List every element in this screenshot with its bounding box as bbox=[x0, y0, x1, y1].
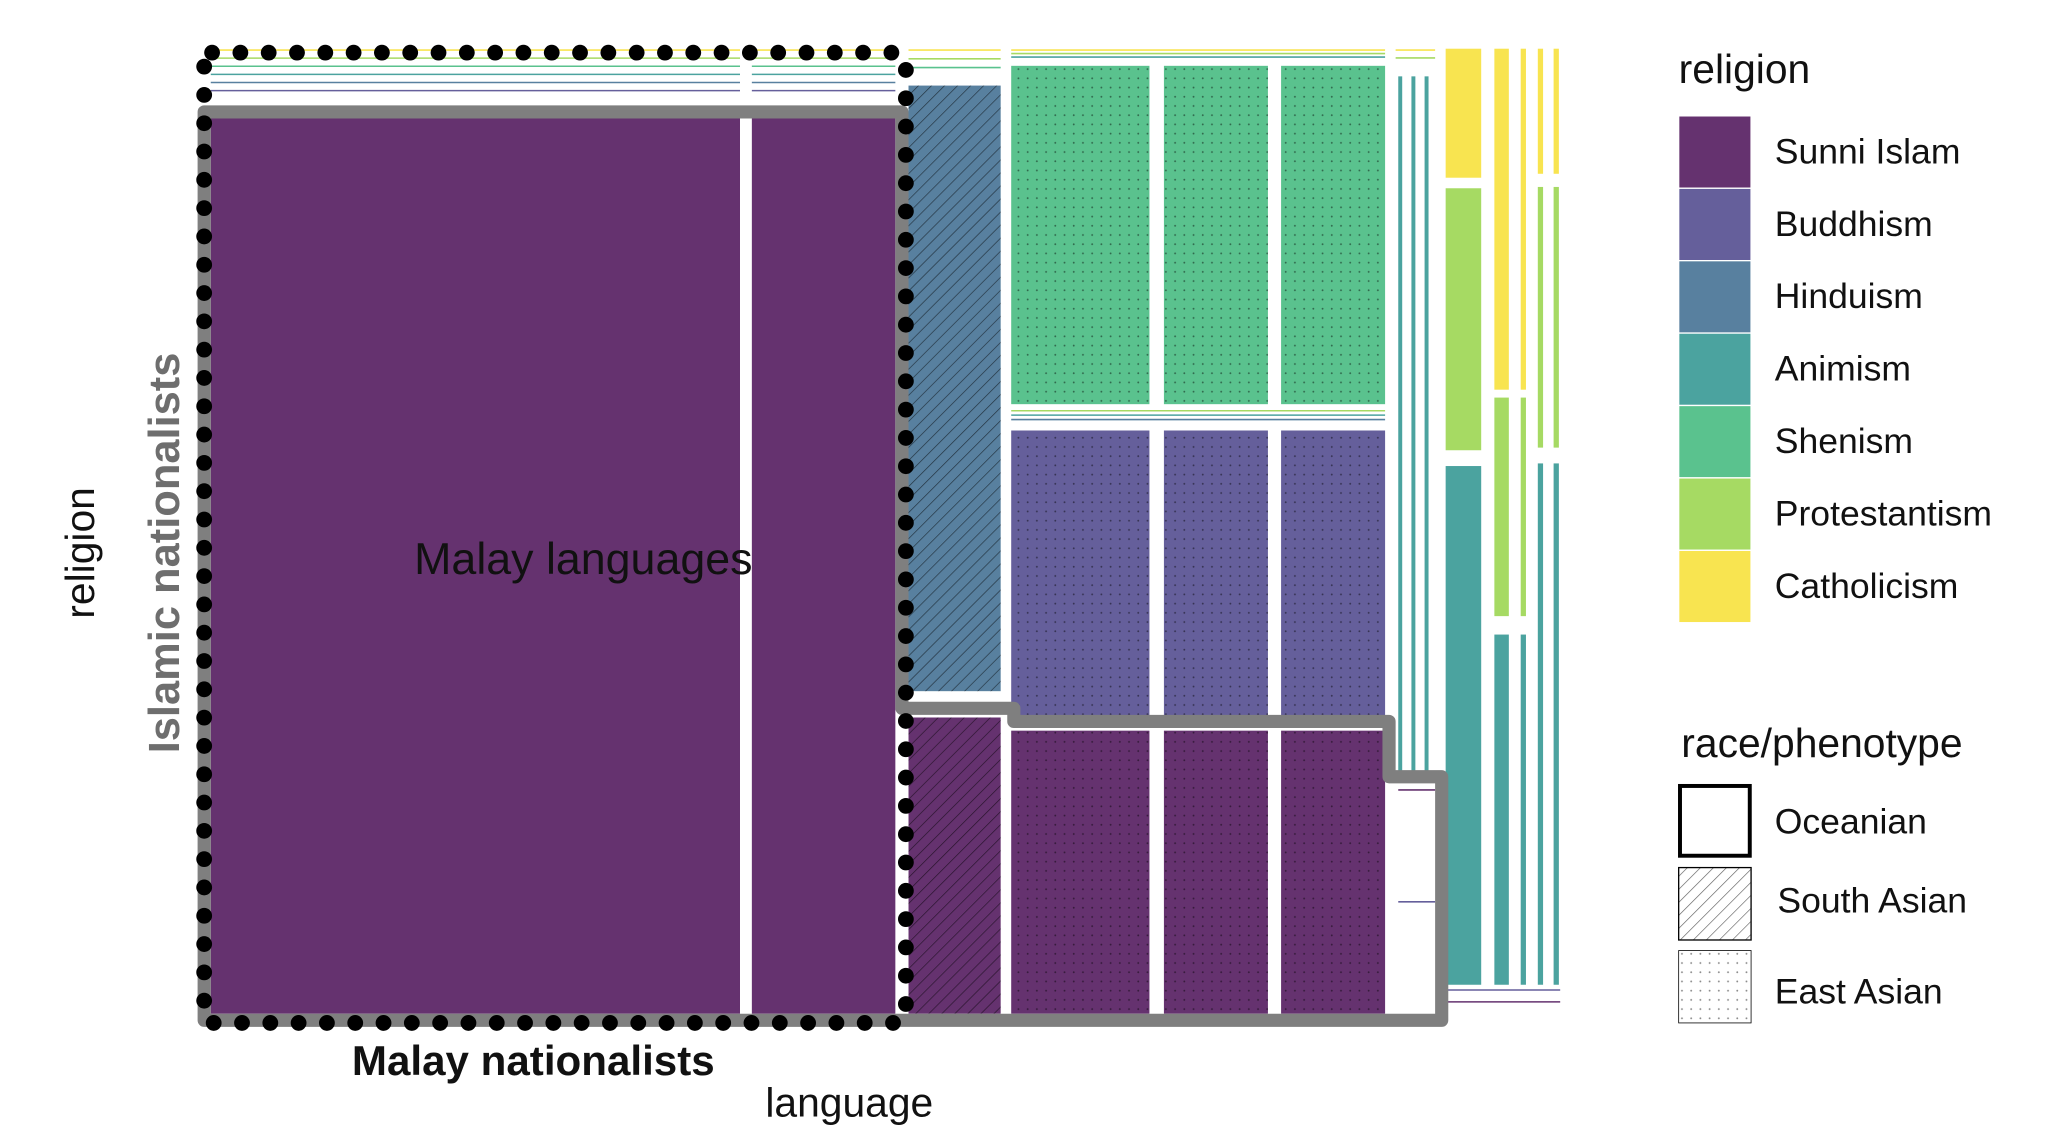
legend-label: Oceanian bbox=[1775, 802, 1927, 842]
cell-pattern bbox=[908, 85, 1001, 692]
y-group-label: Islamic nationalists bbox=[141, 353, 189, 754]
legend-label: Shenism bbox=[1775, 421, 1913, 461]
cell-pattern bbox=[1011, 730, 1150, 1014]
malay-nationalists-outline bbox=[196, 44, 914, 1031]
mosaic-cell bbox=[1520, 48, 1526, 390]
legend-label: Hinduism bbox=[1775, 276, 1923, 316]
legend-label: Protestantism bbox=[1775, 493, 1992, 533]
mosaic-cell bbox=[1553, 186, 1559, 448]
cell-pattern bbox=[908, 717, 1001, 1014]
legend-swatch bbox=[1678, 549, 1752, 624]
mosaic-cell bbox=[1494, 634, 1509, 985]
legend-label: Sunni Islam bbox=[1775, 131, 1961, 171]
legend-swatch bbox=[1678, 260, 1752, 334]
mosaic-cell bbox=[1494, 397, 1509, 617]
mosaic-cell bbox=[1553, 463, 1559, 985]
cell-pattern bbox=[1281, 430, 1386, 718]
mosaic-cell bbox=[1537, 48, 1544, 174]
cell-pattern bbox=[1011, 65, 1150, 405]
legend-title: race/phenotype bbox=[1681, 720, 1962, 766]
mosaic-cell bbox=[1445, 48, 1482, 178]
legend-label: Buddhism bbox=[1775, 204, 1933, 244]
legend-swatch bbox=[1678, 187, 1752, 262]
mosaic-cell bbox=[1553, 48, 1559, 174]
legend-swatch bbox=[1678, 866, 1752, 941]
legend-swatch bbox=[1678, 115, 1752, 189]
islamic-nationalists-outline bbox=[197, 105, 1449, 1027]
legend-swatch bbox=[1678, 783, 1752, 858]
mosaic-cells bbox=[210, 48, 1561, 1014]
y-axis-title: religion bbox=[57, 487, 103, 619]
legend-label: East Asian bbox=[1775, 971, 1943, 1011]
legend-title: religion bbox=[1679, 46, 1811, 92]
mosaic-cell bbox=[1494, 48, 1509, 390]
mosaic-cell bbox=[1424, 76, 1429, 781]
legend-swatch bbox=[1678, 477, 1752, 551]
x-axis-title: language bbox=[765, 1080, 933, 1126]
x-group-label: Malay nationalists bbox=[352, 1037, 715, 1084]
cell-pattern bbox=[1011, 430, 1150, 718]
cell-pattern bbox=[1163, 730, 1268, 1014]
cell-pattern bbox=[1163, 65, 1268, 405]
mosaic-cell bbox=[1520, 634, 1526, 985]
legend-swatch bbox=[1678, 950, 1752, 1024]
religion-legend: Sunni Islam Buddhism Hinduism Animism Shenis… bbox=[1678, 115, 1992, 624]
mosaic-cell bbox=[751, 118, 896, 1014]
legend-swatch bbox=[1678, 404, 1752, 479]
cell-pattern bbox=[1281, 730, 1386, 1014]
mosaic-cell bbox=[210, 118, 740, 1014]
cell-pattern bbox=[1163, 430, 1268, 718]
mosaic-cell bbox=[1520, 397, 1526, 617]
mosaic-cell bbox=[1398, 76, 1403, 781]
cell-pattern bbox=[1281, 65, 1386, 405]
mosaic-cell bbox=[1537, 186, 1544, 448]
mosaic-cell bbox=[1411, 76, 1416, 781]
legend-label: Catholicism bbox=[1775, 566, 1959, 606]
mosaic-cell bbox=[1537, 463, 1544, 985]
legend-label: Animism bbox=[1775, 349, 1911, 389]
mosaic-cell bbox=[1445, 188, 1482, 451]
legend-label: South Asian bbox=[1777, 881, 1967, 921]
mosaic-cell bbox=[1445, 466, 1482, 985]
cell-label: Malay languages bbox=[414, 534, 752, 584]
legend-swatch bbox=[1678, 332, 1752, 407]
